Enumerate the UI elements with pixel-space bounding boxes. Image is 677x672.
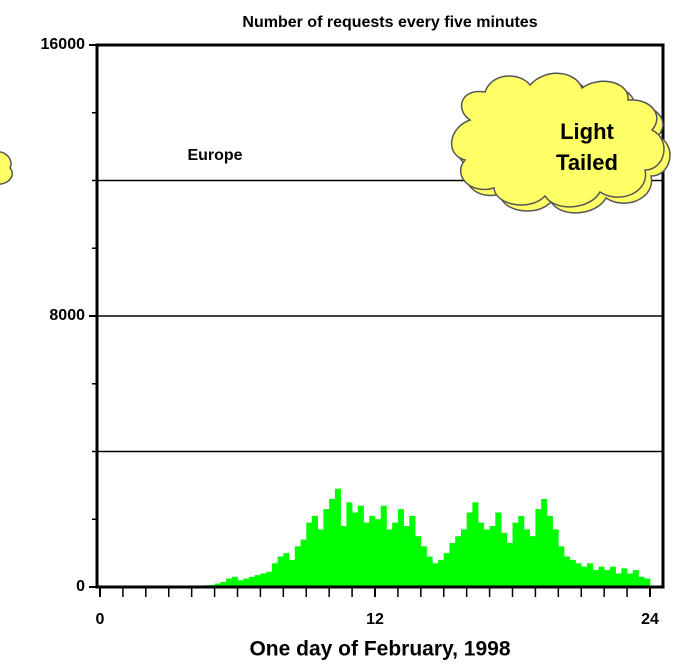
bar — [306, 522, 313, 587]
bar — [415, 536, 422, 587]
bar — [564, 556, 571, 587]
bar — [392, 522, 399, 587]
bar — [357, 505, 364, 587]
bar — [598, 566, 605, 587]
bar — [460, 529, 467, 587]
cloud-partial — [0, 151, 14, 185]
y-tick-label: 0 — [76, 578, 85, 595]
bar — [346, 502, 353, 587]
bar — [311, 515, 319, 587]
bar — [266, 571, 273, 587]
bar — [644, 578, 651, 587]
cloud-text: Tailed — [556, 150, 618, 175]
bar — [443, 553, 450, 587]
bar — [466, 512, 473, 587]
bar — [352, 512, 359, 587]
bar — [214, 583, 221, 587]
bar — [397, 509, 404, 587]
bar — [523, 529, 530, 587]
bar — [506, 542, 513, 587]
bar — [363, 522, 370, 587]
bar — [546, 515, 553, 587]
bar — [552, 529, 559, 587]
bar — [426, 556, 433, 587]
bar — [604, 570, 611, 587]
bar — [403, 526, 410, 587]
bar — [289, 559, 296, 587]
bar — [518, 515, 525, 587]
bar — [329, 498, 336, 587]
bar — [615, 573, 622, 587]
bar — [243, 578, 250, 587]
bar — [271, 563, 278, 587]
cloud-text: Light — [560, 119, 614, 144]
x-tick-label: 12 — [366, 611, 384, 628]
x-tick-label: 24 — [641, 611, 659, 628]
bar — [317, 529, 324, 587]
x-axis-label: One day of February, 1998 — [249, 638, 510, 661]
bar — [621, 568, 628, 587]
bar — [558, 546, 565, 587]
bar — [432, 563, 439, 587]
cloud — [450, 72, 665, 208]
bar — [340, 526, 347, 587]
annotation: Europe — [187, 147, 242, 164]
bar — [609, 566, 616, 587]
bar — [260, 573, 267, 587]
bar — [581, 566, 588, 587]
bar — [375, 519, 382, 587]
bar — [541, 498, 548, 587]
bar — [478, 522, 485, 587]
bar — [529, 536, 536, 587]
bar — [632, 570, 639, 587]
bar — [220, 581, 227, 587]
bar — [586, 563, 594, 587]
bar — [254, 575, 261, 587]
bar — [455, 536, 462, 587]
chart-title: Number of requests every five minutes — [242, 14, 537, 31]
bar — [575, 563, 582, 587]
bar — [409, 515, 416, 587]
bar — [489, 526, 496, 587]
bar — [472, 502, 479, 587]
x-tick-label: 0 — [96, 611, 105, 628]
bar — [535, 509, 542, 587]
bar — [300, 539, 307, 587]
bar — [501, 532, 508, 587]
bar — [334, 488, 341, 587]
bar — [369, 515, 376, 587]
bar — [323, 509, 330, 587]
bar — [638, 576, 645, 587]
bar — [592, 570, 599, 587]
bar — [283, 553, 290, 587]
bar — [569, 559, 576, 587]
bar — [627, 573, 634, 587]
bar — [386, 529, 393, 587]
bar — [294, 546, 301, 587]
bar — [231, 576, 238, 587]
bar — [420, 546, 427, 587]
bar — [483, 529, 490, 587]
bar — [277, 556, 284, 587]
bar — [438, 559, 445, 587]
bar — [226, 578, 233, 587]
bar — [512, 522, 519, 587]
y-tick-label: 8000 — [49, 307, 85, 324]
bar — [237, 580, 244, 587]
bar — [495, 512, 502, 587]
y-tick-label: 16000 — [41, 36, 86, 53]
bar — [449, 542, 456, 587]
bar — [380, 505, 387, 587]
bar — [248, 576, 255, 587]
